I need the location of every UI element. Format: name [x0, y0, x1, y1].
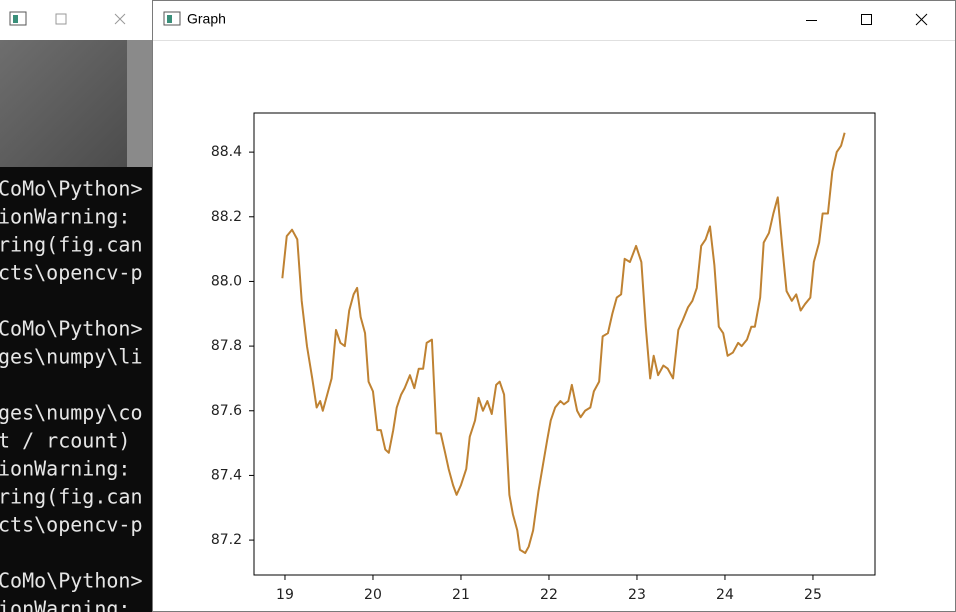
terminal-line: ionWarning: — [0, 205, 130, 229]
terminal-line: ionWarning: — [0, 457, 130, 481]
terminal — [0, 167, 152, 612]
close-button[interactable] — [915, 13, 928, 26]
x-tick-label: 19 — [276, 587, 294, 603]
graph-window: Graph — [152, 0, 956, 612]
terminal-line: ring(fig.can — [0, 233, 143, 257]
y-tick-label: 88.4 — [211, 144, 242, 160]
terminal-line: ionWarning: — [0, 597, 130, 612]
y-tick-label: 88.0 — [211, 273, 242, 289]
terminal-line: ring(fig.can — [0, 485, 143, 509]
close-button[interactable] — [114, 13, 126, 25]
terminal-line: CoMo\Python> — [0, 317, 143, 341]
y-tick-label: 87.4 — [211, 467, 242, 483]
x-tick-label: 21 — [452, 587, 470, 603]
data-line — [281, 132, 846, 555]
y-tick-label: 87.6 — [211, 403, 242, 419]
window-icon — [13, 15, 18, 23]
terminal-line: CoMo\Python> — [0, 177, 143, 201]
maximize-button[interactable] — [55, 13, 67, 25]
terminal-line: cts\opencv-p — [0, 513, 143, 537]
terminal-line: t / rcount) — [0, 429, 130, 453]
title-bar — [0, 0, 152, 40]
window-title: Graph — [187, 11, 226, 27]
camera-image — [127, 40, 152, 167]
y-tick-label: 87.2 — [211, 532, 242, 548]
x-tick-label: 22 — [540, 587, 558, 603]
y-tick-label: 88.2 — [211, 209, 242, 225]
maximize-button[interactable] — [861, 14, 872, 25]
terminal-line: ges\numpy\co — [0, 401, 143, 425]
terminal-line: cts\opencv-p — [0, 261, 143, 285]
camera-image — [0, 40, 127, 167]
window-frame — [152, 0, 956, 612]
x-tick-label: 23 — [628, 587, 646, 603]
window-icon — [167, 15, 172, 23]
plot-frame — [253, 112, 876, 576]
window-icon — [9, 11, 27, 26]
background-windows: CoMo\Python> ionWarning: ring(fig.can ct… — [0, 0, 152, 612]
terminal-line: ges\numpy\li — [0, 345, 143, 369]
chart: 87.2 87.4 87.6 87.8 88.0 88.2 88.4 19 20 21 22 23 24… — [211, 112, 876, 603]
x-tick-label: 20 — [364, 587, 382, 603]
x-tick-label: 24 — [716, 587, 734, 603]
window-icon — [163, 11, 181, 26]
x-tick-label: 25 — [804, 587, 822, 603]
y-tick-label: 87.8 — [211, 338, 242, 354]
terminal-line: CoMo\Python> — [0, 569, 143, 593]
